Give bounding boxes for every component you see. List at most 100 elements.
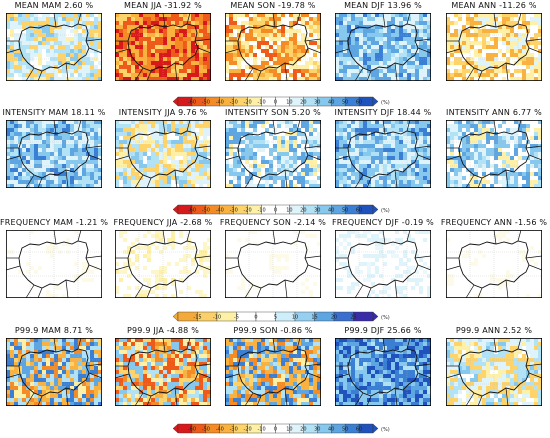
field-cell <box>411 176 415 180</box>
field-cell <box>175 234 179 238</box>
field-cell <box>309 180 313 184</box>
field-cell <box>191 176 195 180</box>
field-cell <box>14 33 18 37</box>
field-cell <box>22 33 26 37</box>
field-cell <box>510 41 514 45</box>
field-cell <box>265 49 269 53</box>
field-cell <box>363 57 367 61</box>
field-cell <box>22 286 26 290</box>
field-cell <box>151 152 155 156</box>
field-cell <box>58 29 62 33</box>
field-cell <box>301 124 305 128</box>
field-cell <box>203 172 207 176</box>
field-cell <box>458 25 462 29</box>
field-cell <box>466 172 470 176</box>
field-cell <box>86 282 90 286</box>
field-cell <box>470 160 474 164</box>
field-cell <box>387 160 391 164</box>
field-cell <box>22 65 26 69</box>
field-cell <box>375 17 379 21</box>
field-cell <box>419 176 423 180</box>
field-cell <box>66 254 70 258</box>
field-cell <box>90 176 94 180</box>
map-svg <box>115 120 211 188</box>
field-cell <box>50 61 54 65</box>
field-cell <box>195 17 199 21</box>
map-canvas <box>335 120 431 188</box>
field-cell <box>454 176 458 180</box>
field-cell <box>191 29 195 33</box>
field-cell <box>293 53 297 57</box>
field-cell <box>10 176 14 180</box>
map-panel-mean-0: MEAN MAM 2.60 % <box>0 0 108 86</box>
field-cell <box>285 17 289 21</box>
field-cell <box>415 180 419 184</box>
field-cell <box>70 160 74 164</box>
field-cell <box>62 254 66 258</box>
field-cell <box>203 148 207 152</box>
field-cell <box>42 49 46 53</box>
field-cell <box>411 148 415 152</box>
field-cell <box>183 246 187 250</box>
field-cell <box>474 57 478 61</box>
field-cell <box>74 254 78 258</box>
field-cell <box>147 148 151 152</box>
field-cell <box>462 49 466 53</box>
field-cell <box>42 180 46 184</box>
field-cell <box>70 136 74 140</box>
field-cell <box>454 132 458 136</box>
field-cell <box>253 168 257 172</box>
field-cell <box>241 176 245 180</box>
field-cell <box>285 33 289 37</box>
field-cell <box>269 61 273 65</box>
field-cell <box>139 41 143 45</box>
field-cell <box>257 160 261 164</box>
field-cell <box>403 17 407 21</box>
field-cell <box>462 124 466 128</box>
field-cell <box>470 144 474 148</box>
field-cell <box>14 278 18 282</box>
field-cell <box>10 136 14 140</box>
field-cell <box>281 152 285 156</box>
field-cell <box>38 124 42 128</box>
field-cell <box>42 152 46 156</box>
field-cell <box>450 136 454 140</box>
field-cell <box>249 49 253 53</box>
field-cell <box>179 33 183 37</box>
field-cell <box>313 17 317 21</box>
field-cell <box>139 152 143 156</box>
field-cell <box>54 286 58 290</box>
field-cell <box>203 176 207 180</box>
field-cell <box>530 148 534 152</box>
field-cell <box>187 41 191 45</box>
field-cell <box>367 49 371 53</box>
field-cell <box>510 65 514 69</box>
field-cell <box>297 144 301 148</box>
field-cell <box>119 238 123 242</box>
field-cell <box>90 33 94 37</box>
field-cell <box>123 45 127 49</box>
colorbar-tick-label: -20 <box>243 208 251 214</box>
field-cell <box>14 65 18 69</box>
field-cell <box>123 41 127 45</box>
field-cell <box>131 254 135 258</box>
field-cell <box>139 144 143 148</box>
field-cell <box>179 21 183 25</box>
field-cell <box>289 148 293 152</box>
field-cell <box>249 57 253 61</box>
field-cell <box>38 278 42 282</box>
field-cell <box>26 258 30 262</box>
field-cell <box>10 128 14 132</box>
field-cell <box>265 41 269 45</box>
field-cell <box>450 176 454 180</box>
field-cell <box>86 69 90 73</box>
field-cell <box>249 21 253 25</box>
field-cell <box>309 172 313 176</box>
field-cell <box>265 61 269 65</box>
field-cell <box>50 278 54 282</box>
field-cell <box>183 124 187 128</box>
field-cell <box>151 21 155 25</box>
field-cell <box>30 148 34 152</box>
field-cell <box>151 238 155 242</box>
